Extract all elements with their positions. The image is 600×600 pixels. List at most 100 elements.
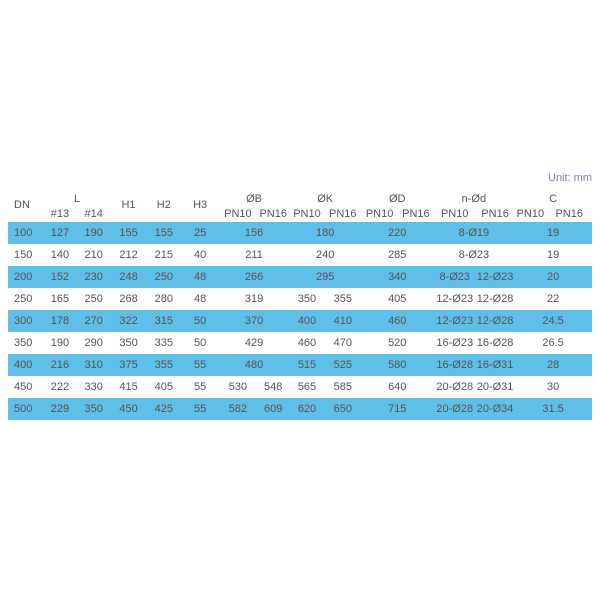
cell-h1: 450 — [110, 398, 147, 420]
header-c-pn16: PN16 — [555, 207, 583, 220]
cell-l14: 330 — [84, 381, 103, 393]
cell-b: 480 — [218, 354, 290, 376]
cell-k: 295 — [289, 266, 361, 288]
cell-h1: 322 — [110, 310, 147, 332]
cell-nd: 8-Ø23 — [458, 249, 490, 261]
cell-l13: 165 — [50, 293, 70, 305]
header-b-pn10: PN10 — [224, 207, 252, 220]
cell-h1: 375 — [110, 354, 147, 376]
header-row-1: DN L H1 H2 H3 ØB ØK ØD n-Ød C — [8, 188, 592, 211]
cell-h1: 415 — [119, 381, 138, 393]
cell-nd-pn16: 16-Ø28 — [476, 337, 514, 349]
cell-k-pn10: 565 — [297, 381, 317, 393]
dimension-table: DN L H1 H2 H3 ØB ØK ØD n-Ød C #13 #14 PN… — [8, 188, 592, 420]
cell-d: 285 — [388, 249, 407, 261]
cell-b: 429 — [244, 337, 264, 349]
cell-nd-pn16: 12-Ø28 — [475, 310, 515, 332]
cell-b-pn16: 609 — [257, 398, 290, 420]
cell-h3: 40 — [193, 249, 207, 261]
cell-l13: 140 — [50, 249, 70, 261]
cell-h2: 355 — [146, 354, 182, 376]
cell-c: 22 — [546, 293, 560, 305]
cell-h1: 155 — [110, 222, 147, 244]
cell-c: 24.5 — [514, 310, 592, 332]
cell-b-pn10: 530 — [228, 381, 248, 393]
cell-k-pn10: 460 — [297, 337, 317, 349]
cell-k: 240 — [315, 249, 335, 261]
cell-dn: 450 — [14, 381, 33, 393]
cell-l14: 270 — [76, 310, 111, 332]
cell-nd-pn10: 20-Ø28 — [436, 381, 474, 393]
header-nd: n-Ød — [461, 193, 487, 205]
header-nd-pn16: PN16 — [481, 207, 509, 220]
header-h1: H1 — [121, 199, 136, 211]
cell-l14: 350 — [76, 398, 111, 420]
cell-h2: 335 — [154, 337, 173, 349]
cell-nd-pn10: 16-Ø28 — [433, 354, 476, 376]
table-row: 400 216 310 375 355 55 480 515 525 580 16-Ø28 16-Ø3… — [8, 354, 592, 376]
cell-k: 180 — [289, 222, 361, 244]
header-l13: #13 — [50, 207, 70, 220]
table-row: 450 222 330 415 405 55 530 548 565 585 640 20-Ø28 20… — [8, 376, 592, 398]
table-row: 350 190 290 350 335 50 429 460 470 520 16-Ø23 16-Ø2… — [8, 332, 592, 354]
cell-b: 370 — [218, 310, 290, 332]
cell-nd-pn10: 20-Ø28 — [433, 398, 476, 420]
cell-h3: 50 — [181, 310, 219, 332]
cell-k-pn16: 470 — [333, 337, 352, 349]
cell-d: 580 — [360, 354, 434, 376]
cell-l13: 216 — [43, 354, 77, 376]
cell-b-pn16: 548 — [264, 381, 283, 393]
cell-l13: 127 — [43, 222, 77, 244]
cell-b: 266 — [218, 266, 290, 288]
cell-nd-pn10: 12-Ø23 — [433, 310, 476, 332]
cell-dn: 500 — [8, 398, 44, 420]
cell-h1: 268 — [119, 293, 138, 305]
header-b: ØB — [246, 193, 262, 205]
cell-l14: 250 — [84, 293, 103, 305]
table-row: 300 178 270 322 315 50 370 400 410 460 12-Ø23 12-Ø2… — [8, 310, 592, 332]
cell-c: 28 — [514, 354, 592, 376]
header-l14: #14 — [84, 207, 103, 220]
header-dn: DN — [14, 199, 30, 211]
cell-dn: 300 — [8, 310, 44, 332]
cell-h3: 25 — [181, 222, 219, 244]
cell-l14: 190 — [76, 222, 111, 244]
header-b-pn16: PN16 — [259, 207, 287, 220]
cell-c: 19 — [514, 222, 592, 244]
cell-nd-pn10: 12-Ø23 — [436, 293, 474, 305]
header-row-2: #13 #14 PN10 PN16 PN10 PN16 PN10 PN16 PN… — [8, 205, 592, 222]
cell-dn: 150 — [14, 249, 33, 261]
cell-k-pn16: 410 — [324, 310, 361, 332]
table-row: 250 165 250 268 280 48 319 350 355 405 12-Ø23 12-Ø2… — [8, 288, 592, 310]
cell-dn: 100 — [8, 222, 44, 244]
cell-nd-pn16: 12-Ø23 — [475, 266, 515, 288]
cell-c: 19 — [546, 249, 560, 261]
cell-dn: 200 — [8, 266, 44, 288]
header-h2: H2 — [156, 199, 171, 211]
cell-k-pn16: 525 — [324, 354, 361, 376]
cell-h2: 280 — [154, 293, 173, 305]
header-c: C — [549, 193, 558, 205]
header-l: L — [74, 193, 81, 205]
cell-d: 405 — [388, 293, 407, 305]
cell-k-pn16: 355 — [333, 293, 352, 305]
cell-l13: 229 — [43, 398, 77, 420]
cell-h2: 250 — [146, 266, 182, 288]
cell-l14: 310 — [76, 354, 111, 376]
cell-h3: 55 — [181, 354, 219, 376]
cell-l13: 152 — [43, 266, 77, 288]
cell-h2: 315 — [146, 310, 182, 332]
cell-dn: 250 — [14, 293, 33, 305]
cell-l14: 290 — [84, 337, 103, 349]
cell-h3: 48 — [193, 293, 207, 305]
header-h3: H3 — [193, 199, 208, 211]
cell-nd-pn10: 16-Ø23 — [436, 337, 474, 349]
cell-nd-pn16: 20-Ø34 — [475, 398, 515, 420]
cell-dn: 350 — [14, 337, 33, 349]
header-k-pn16: PN16 — [329, 207, 357, 220]
cell-c: 31.5 — [514, 398, 592, 420]
cell-d: 340 — [360, 266, 434, 288]
header-nd-pn10: PN10 — [440, 207, 469, 220]
table-row: 150 140 210 212 215 40 211 240 285 8-Ø23 19 — [8, 244, 592, 266]
header-d: ØD — [388, 193, 406, 205]
